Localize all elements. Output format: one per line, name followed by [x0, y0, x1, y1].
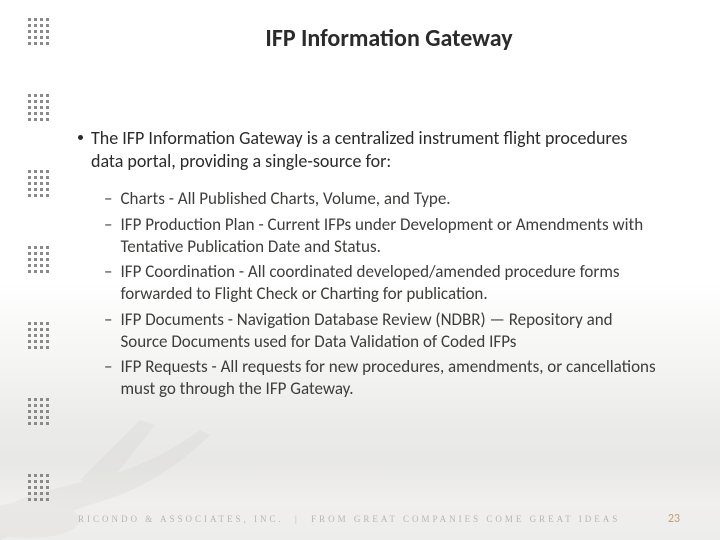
footer-text: RICONDO & ASSOCIATES, INC. | FROM GREAT … [78, 514, 620, 524]
sub-bullet: – IFP Requests - All requests for new pr… [104, 356, 660, 400]
sub-bullet-text: IFP Requests - All requests for new proc… [120, 356, 660, 400]
slide-body: The IFP Information Gateway is a central… [78, 127, 660, 400]
dash-icon: – [104, 261, 112, 305]
main-bullet-text: The IFP Information Gateway is a central… [91, 127, 660, 172]
sub-bullet-text: IFP Documents - Navigation Database Revi… [120, 309, 660, 353]
dash-icon: – [104, 188, 112, 210]
slide-footer: RICONDO & ASSOCIATES, INC. | FROM GREAT … [78, 512, 680, 526]
footer-company: RICONDO & ASSOCIATES, INC. [78, 514, 284, 524]
slide-content: IFP Information Gateway The IFP Informat… [0, 0, 720, 400]
slide-title: IFP Information Gateway [118, 24, 660, 53]
footer-tagline: FROM GREAT COMPANIES COME GREAT IDEAS [311, 514, 620, 524]
sub-bullet-text: Charts - All Published Charts, Volume, a… [120, 188, 450, 210]
sub-bullet: – IFP Documents - Navigation Database Re… [104, 309, 660, 353]
main-bullet: The IFP Information Gateway is a central… [78, 127, 660, 172]
sub-bullet-text: IFP Production Plan - Current IFPs under… [120, 214, 660, 258]
sub-bullet: – IFP Coordination - All coordinated dev… [104, 261, 660, 305]
sub-bullet-text: IFP Coordination - All coordinated devel… [120, 261, 660, 305]
dash-icon: – [104, 214, 112, 258]
dash-icon: – [104, 309, 112, 353]
page-number: 23 [668, 512, 680, 526]
sub-bullet: – IFP Production Plan - Current IFPs und… [104, 214, 660, 258]
bullet-dot-icon [78, 135, 83, 140]
sub-bullet-list: – Charts - All Published Charts, Volume,… [104, 188, 660, 400]
dash-icon: – [104, 356, 112, 400]
sub-bullet: – Charts - All Published Charts, Volume,… [104, 188, 660, 210]
footer-separator: | [295, 514, 300, 524]
